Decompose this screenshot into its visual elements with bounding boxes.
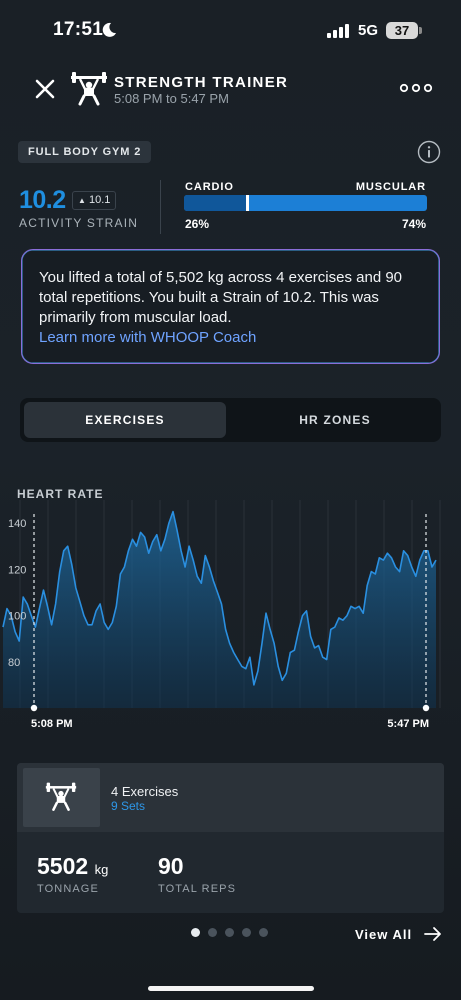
signal-icon bbox=[327, 24, 349, 38]
vertical-divider bbox=[160, 180, 161, 234]
strain-split-marker bbox=[245, 195, 249, 211]
triangle-up-icon: ▲ bbox=[78, 196, 86, 205]
start-marker-dot bbox=[30, 704, 38, 712]
page-dot-5[interactable] bbox=[259, 928, 268, 937]
strain-composition-bar bbox=[184, 195, 427, 211]
coach-summary-text: You lifted a total of 5,502 kg across 4 … bbox=[39, 269, 403, 326]
exercises-header[interactable]: 4 Exercises 9 Sets bbox=[17, 763, 444, 832]
tonnage-value: 5502 bbox=[37, 853, 89, 879]
activity-strain-label: ACTIVITY STRAIN bbox=[19, 216, 139, 230]
cardio-fill bbox=[184, 195, 248, 211]
tab-hr-zones[interactable]: HR ZONES bbox=[299, 413, 371, 427]
tonnage-label: TONNAGE bbox=[37, 883, 99, 895]
tonnage-unit: kg bbox=[94, 862, 109, 877]
close-icon[interactable] bbox=[30, 74, 60, 104]
cardio-label: CARDIO bbox=[185, 181, 234, 193]
battery-icon: 37 bbox=[386, 22, 418, 39]
page-dot-2[interactable] bbox=[208, 928, 217, 937]
end-time-label: 5:47 PM bbox=[387, 718, 429, 730]
page-dot-1[interactable] bbox=[191, 928, 200, 937]
view-all-link[interactable]: View All bbox=[355, 927, 413, 942]
total-reps-value: 90 bbox=[158, 853, 184, 879]
status-time: 17:51 bbox=[53, 19, 104, 40]
start-time-label: 5:08 PM bbox=[31, 718, 73, 730]
y-tick-label: 120 bbox=[8, 564, 26, 576]
activity-strain-value: 10.2 bbox=[19, 186, 66, 214]
set-count: 9 Sets bbox=[111, 799, 146, 813]
cardio-percentage: 26% bbox=[185, 217, 210, 231]
page-dot-3[interactable] bbox=[225, 928, 234, 937]
y-tick-label: 80 bbox=[8, 657, 20, 669]
exercise-count: 4 Exercises bbox=[111, 784, 179, 799]
arrow-right-icon[interactable] bbox=[423, 924, 443, 944]
page-dot-4[interactable] bbox=[242, 928, 251, 937]
exercises-summary-card[interactable]: 4 Exercises 9 Sets 5502 kg TONNAGE 90 TO… bbox=[17, 763, 444, 913]
learn-more-link[interactable]: Learn more with WHOOP Coach bbox=[39, 329, 257, 346]
y-tick-label: 100 bbox=[8, 611, 26, 623]
tab-exercises[interactable]: EXERCISES bbox=[24, 402, 226, 438]
moon-icon bbox=[102, 22, 116, 37]
info-icon[interactable] bbox=[417, 140, 441, 164]
battery-tip bbox=[419, 27, 422, 34]
previous-strain-value: 10.1 bbox=[88, 194, 111, 206]
activity-time-range: 5:08 PM to 5:47 PM bbox=[114, 91, 229, 106]
weightlifter-icon bbox=[71, 72, 107, 106]
total-reps-label: TOTAL REPS bbox=[158, 883, 237, 895]
chart-title: HEART RATE bbox=[17, 487, 104, 501]
previous-strain-badge: ▲ 10.1 bbox=[72, 191, 117, 210]
tonnage-stat: 5502 kg bbox=[37, 853, 108, 880]
y-tick-label: 140 bbox=[8, 518, 26, 530]
heart-rate-area bbox=[3, 511, 436, 708]
coach-summary-card: You lifted a total of 5,502 kg across 4 … bbox=[21, 249, 440, 364]
heart-rate-chart: 140 120 100 80 5:08 PM 5:47 PM bbox=[2, 500, 441, 730]
home-indicator bbox=[148, 986, 314, 991]
activity-title: STRENGTH TRAINER bbox=[114, 74, 289, 91]
weightlifter-icon bbox=[45, 782, 77, 811]
end-marker-dot bbox=[422, 704, 430, 712]
segment-tabs: EXERCISES HR ZONES bbox=[20, 398, 441, 442]
heart-rate-line bbox=[2, 510, 437, 686]
network-label: 5G bbox=[358, 22, 379, 39]
workout-tag: FULL BODY GYM 2 bbox=[18, 141, 152, 163]
more-options-icon[interactable] bbox=[398, 80, 434, 96]
exercise-thumbnail bbox=[23, 768, 100, 827]
muscular-label: MUSCULAR bbox=[355, 181, 426, 193]
muscular-percentage: 74% bbox=[401, 217, 426, 231]
